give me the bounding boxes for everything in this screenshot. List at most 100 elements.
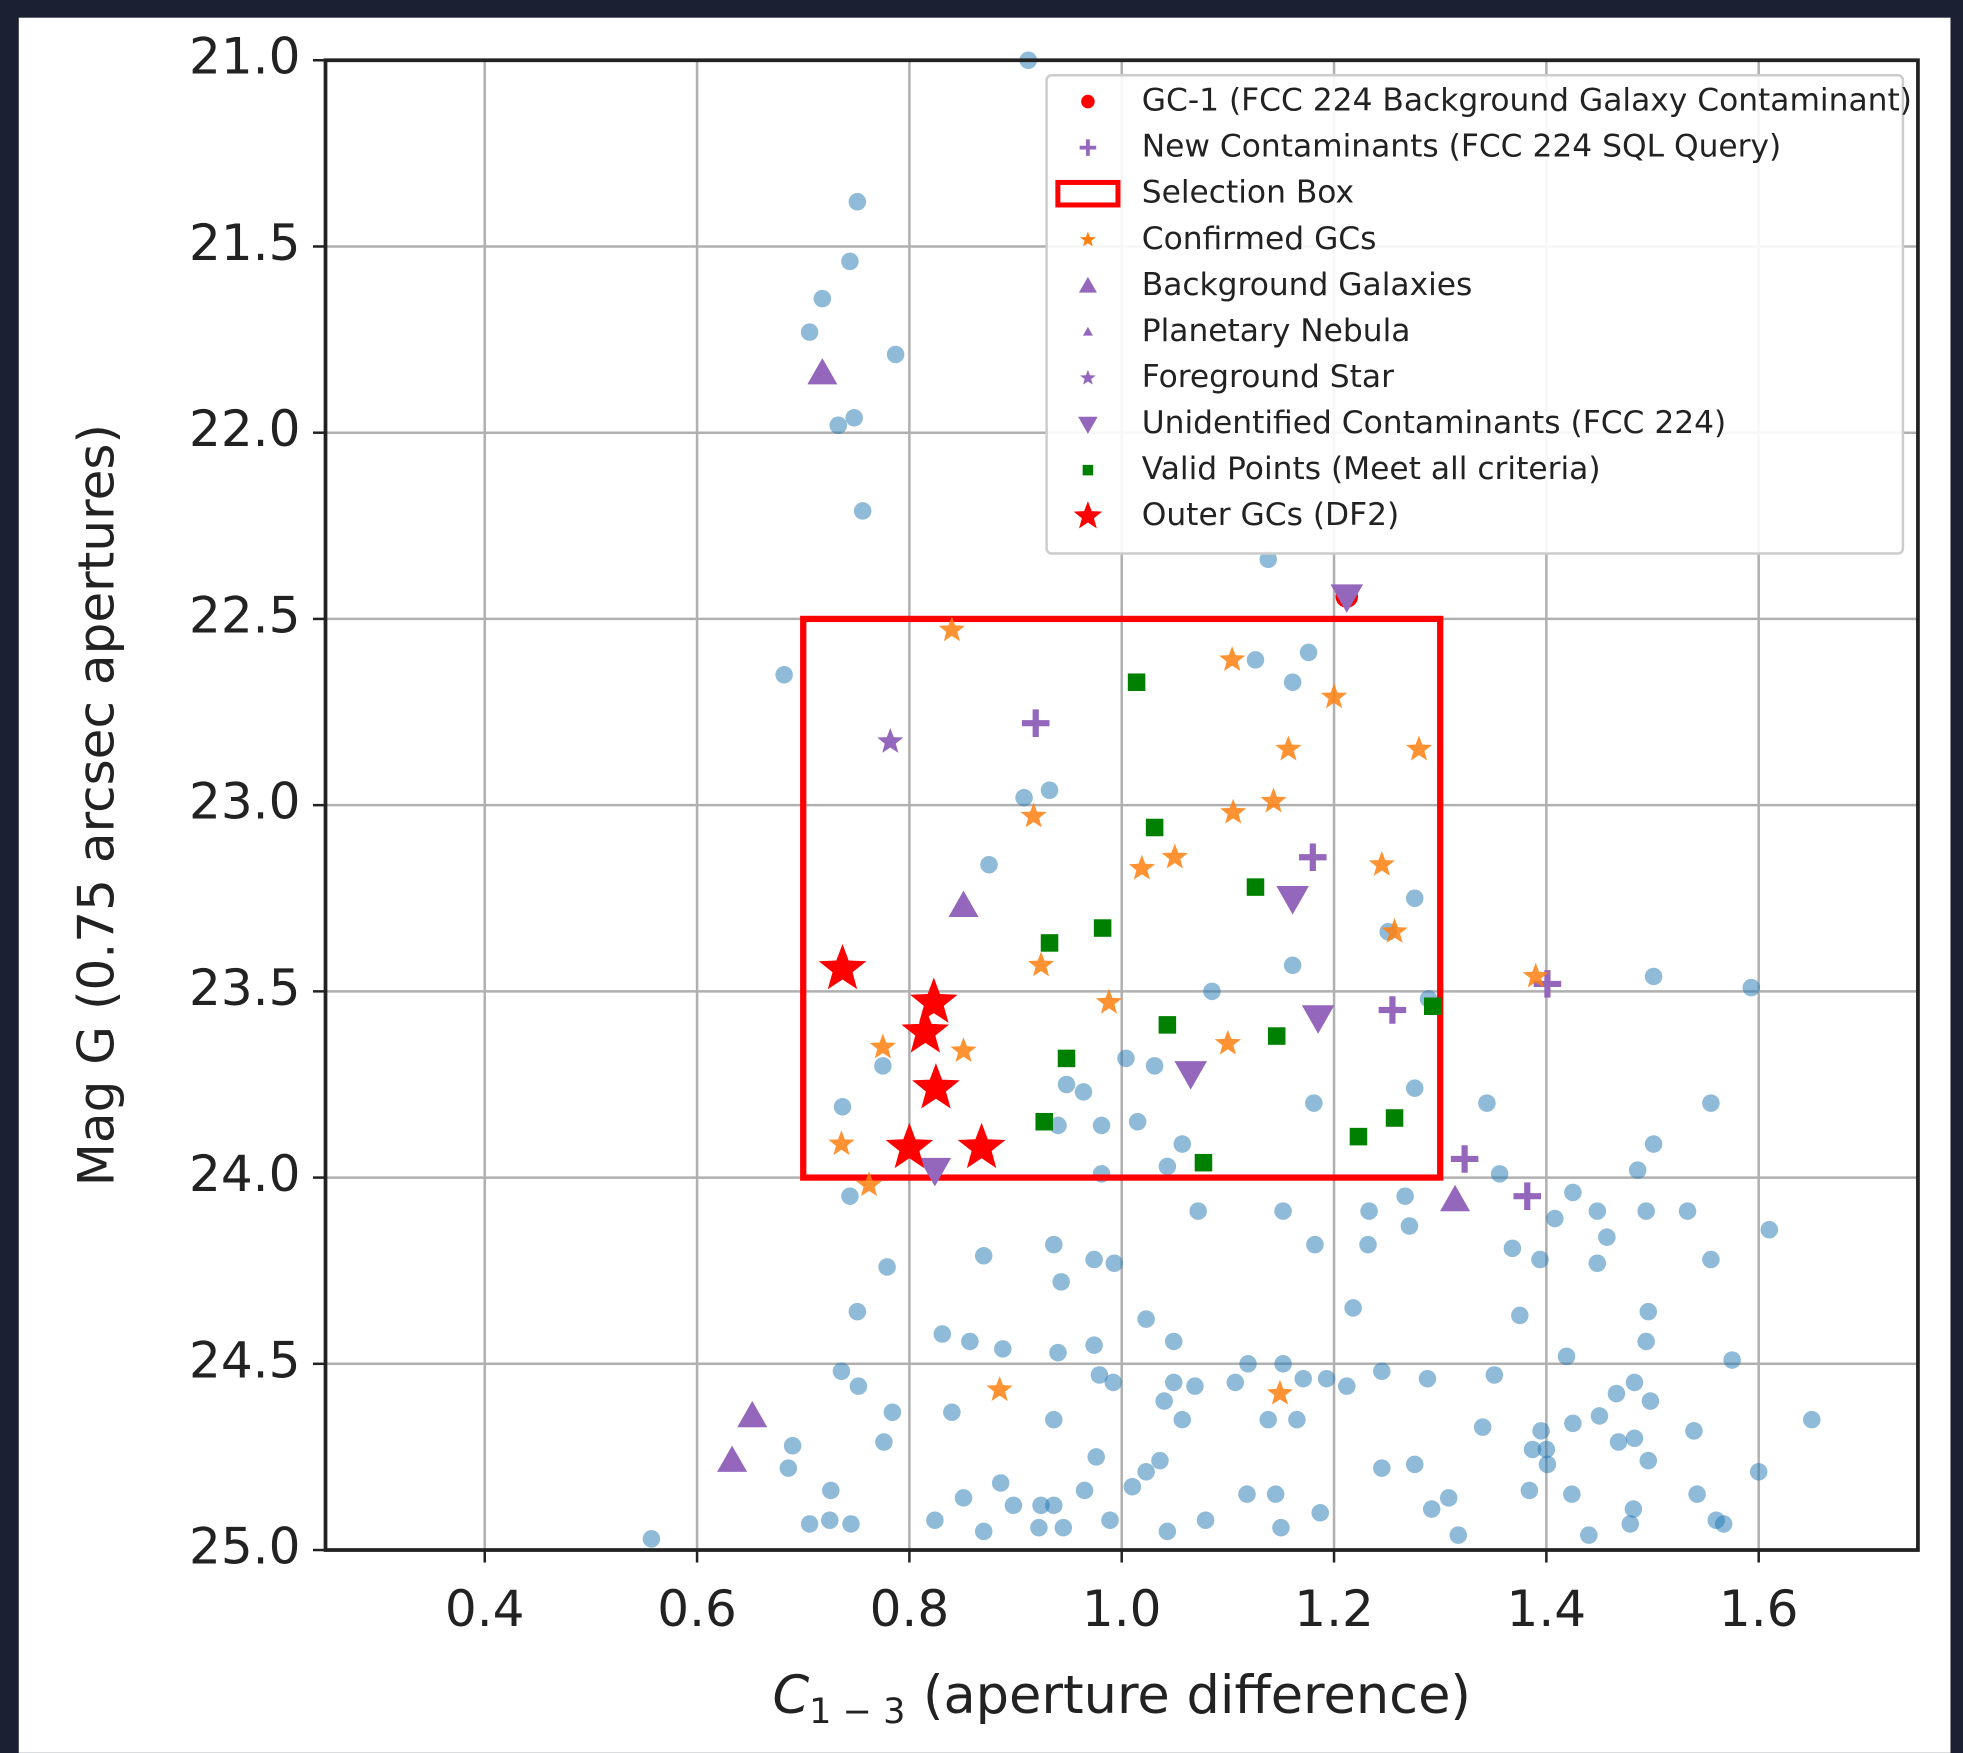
point <box>1538 1455 1557 1474</box>
point <box>1275 735 1302 761</box>
point <box>869 1033 896 1059</box>
point <box>1049 1116 1067 1135</box>
point <box>912 1063 960 1109</box>
point <box>1274 1355 1292 1373</box>
point <box>1588 1254 1607 1273</box>
point <box>961 1332 979 1351</box>
point <box>1564 1414 1582 1433</box>
point <box>901 1007 950 1053</box>
legend-label: Valid Points (Meet all criteria) <box>1142 451 1601 487</box>
point <box>821 1511 839 1529</box>
point <box>1685 1422 1703 1440</box>
point <box>974 1247 993 1265</box>
point <box>1158 1157 1177 1176</box>
point <box>1637 1332 1655 1351</box>
point <box>1090 1366 1109 1384</box>
point <box>1283 956 1302 975</box>
point <box>1123 1477 1142 1496</box>
point <box>1155 1392 1173 1410</box>
point <box>1246 878 1265 896</box>
point <box>1520 1481 1539 1500</box>
point <box>1074 1083 1093 1101</box>
point <box>1164 1373 1183 1392</box>
point <box>1418 1369 1437 1388</box>
point <box>1266 1379 1293 1405</box>
point <box>1405 1455 1424 1474</box>
point <box>845 409 863 427</box>
point <box>1218 646 1246 672</box>
legend-marker <box>1080 231 1096 247</box>
point <box>1283 673 1302 691</box>
point <box>1272 1518 1290 1537</box>
point <box>841 1187 859 1205</box>
point <box>1598 1228 1616 1246</box>
point <box>1288 1410 1306 1429</box>
point <box>1004 1496 1023 1515</box>
point <box>1511 1306 1529 1325</box>
point <box>1449 1526 1468 1544</box>
point <box>1203 982 1221 1001</box>
x-label-text: (aperture difference) <box>923 1664 1471 1725</box>
point <box>822 1481 840 1500</box>
point <box>1531 1250 1549 1269</box>
legend-label: Background Galaxies <box>1142 267 1473 303</box>
point <box>886 345 905 364</box>
point <box>775 666 793 684</box>
point <box>1054 1518 1073 1537</box>
legend-marker <box>1078 276 1097 293</box>
point <box>848 193 867 211</box>
point <box>1173 1410 1191 1429</box>
point <box>1173 1135 1191 1153</box>
point <box>1093 919 1112 937</box>
point <box>1274 1202 1292 1220</box>
point <box>1381 917 1408 943</box>
point <box>1049 1343 1067 1362</box>
point <box>800 1515 819 1533</box>
x-tick-label: 0.8 <box>870 1580 950 1638</box>
point <box>878 1258 896 1276</box>
point <box>800 323 819 341</box>
point <box>1590 1407 1609 1425</box>
point <box>1385 1109 1404 1127</box>
point <box>1624 1500 1643 1518</box>
point <box>1702 1250 1720 1269</box>
point <box>1021 709 1050 737</box>
x-tick-label: 1.6 <box>1719 1580 1799 1638</box>
point <box>1330 584 1364 613</box>
point <box>642 1530 661 1548</box>
point <box>1607 1384 1626 1403</box>
point <box>1015 788 1033 807</box>
point <box>1473 1418 1492 1436</box>
point <box>1117 1049 1135 1068</box>
legend-label: Planetary Nebula <box>1142 313 1411 349</box>
point <box>980 855 998 874</box>
point <box>1267 1027 1286 1045</box>
point <box>833 1098 852 1116</box>
point <box>883 1403 902 1421</box>
point <box>1194 1153 1213 1172</box>
point <box>1344 1299 1362 1317</box>
point <box>1040 781 1059 800</box>
point <box>1085 1250 1103 1269</box>
x-label-subscript: 1 − 3 <box>809 1691 905 1732</box>
y-tick-label: 25.0 <box>189 1518 300 1576</box>
point <box>1104 1373 1122 1392</box>
point <box>926 1511 944 1529</box>
y-tick-label: 23.0 <box>189 773 300 831</box>
point <box>1311 1504 1330 1522</box>
point <box>1095 988 1123 1014</box>
point <box>1196 1511 1215 1529</box>
point <box>1360 1202 1378 1220</box>
legend-marker <box>1082 464 1094 476</box>
legend-label: Unidentified Contaminants (FCC 224) <box>1142 405 1727 441</box>
point <box>1057 1075 1076 1094</box>
legend-label: GC-1 (FCC 224 Background Galaxy Contamin… <box>1142 83 1912 119</box>
point <box>1305 1094 1323 1112</box>
point <box>1105 1254 1124 1273</box>
point <box>1032 1496 1050 1515</box>
y-tick-label: 24.0 <box>189 1145 300 1203</box>
point <box>1532 1422 1550 1440</box>
point <box>1537 1440 1556 1459</box>
point <box>1621 1515 1639 1533</box>
point <box>877 728 904 753</box>
